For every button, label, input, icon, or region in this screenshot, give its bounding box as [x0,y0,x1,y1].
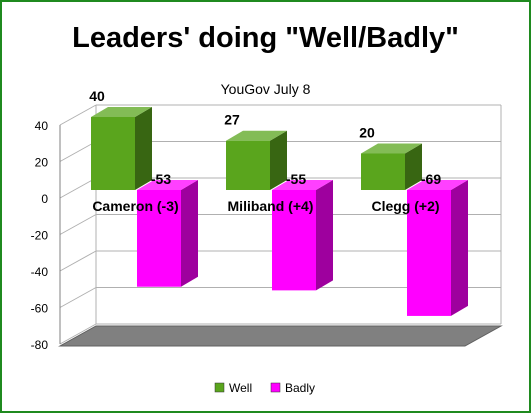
bar-well-side [270,130,287,190]
bar-well-side [405,143,422,190]
bar-well [226,140,270,190]
gridline-depth [59,250,97,272]
category-label: Cameron (-3) [92,198,178,214]
bar-well-top [226,130,287,141]
category-label: Miliband (+4) [228,198,314,214]
bar-badly-top [407,180,468,190]
category-label: Clegg (+2) [371,198,439,214]
bar-badly [407,190,451,316]
y-tick-label: -80 [31,338,49,352]
chart-floor [58,325,503,347]
data-label: -55 [286,171,306,187]
bar-badly-top [272,180,333,190]
data-label: -69 [421,171,441,187]
gridline-depth [59,104,97,126]
bar-badly-side [316,180,333,291]
y-tick-label: -40 [31,265,49,279]
y-tick-label: 40 [35,119,49,133]
gridline-depth [59,177,97,199]
bar-badly-top [137,180,198,190]
bar-well-side [135,107,152,190]
y-tick-label: 20 [35,156,49,170]
gridline-depth [59,287,97,308]
data-label: 27 [224,112,240,128]
y-tick-label: 0 [41,192,48,206]
gridline-depth [59,141,97,162]
bar-well [91,117,135,190]
gridline-depth [59,214,97,235]
data-label: -53 [151,171,171,187]
legend-swatch [270,382,281,393]
bar-badly-side [181,180,198,287]
bar-badly [272,190,316,291]
chart-title: Leaders' doing "Well/Badly" [72,22,459,54]
bar-badly [137,190,181,287]
bar-well-top [361,143,422,154]
y-tick-label: -20 [31,229,49,243]
legend-label: Well [229,381,252,395]
y-tick-label: -60 [31,302,49,316]
bar-well [361,153,405,190]
legend-label: Badly [285,381,315,395]
chart-subtitle: YouGov July 8 [220,81,311,97]
data-label: 40 [89,88,105,104]
gridline-depth [59,323,97,345]
bar-well-top [91,107,152,117]
data-label: 20 [359,125,375,141]
legend-swatch [214,382,225,393]
bar-badly-side [451,180,468,316]
